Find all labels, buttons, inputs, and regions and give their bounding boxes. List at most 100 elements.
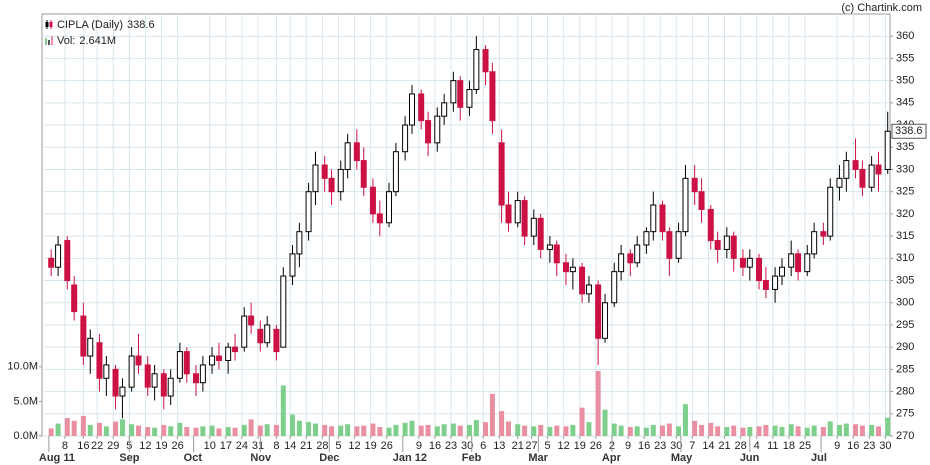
month-label: Apr xyxy=(602,452,622,464)
x-tick-label: 23 xyxy=(863,440,875,452)
candle-body xyxy=(232,346,239,353)
volume-bar xyxy=(200,426,206,436)
x-tick-label: 23 xyxy=(445,440,457,452)
volume-bar xyxy=(48,428,54,436)
month-label: Jan 12 xyxy=(393,452,427,464)
candle-body xyxy=(553,244,560,264)
candle-body xyxy=(344,142,351,170)
volume-tick-label: 5.0M xyxy=(14,395,38,407)
candle-body xyxy=(441,102,448,117)
volume-bar xyxy=(55,423,61,436)
x-tick-label: 25 xyxy=(799,440,811,452)
x-tick-label: 16 xyxy=(847,440,859,452)
candle-body xyxy=(634,244,641,264)
candle-body xyxy=(183,351,190,375)
candle-body xyxy=(852,160,859,170)
candle-body xyxy=(176,351,183,379)
volume-bar xyxy=(611,423,617,436)
candle-body xyxy=(87,337,94,357)
candle-body xyxy=(602,302,609,339)
volume-bar xyxy=(409,420,415,436)
x-tick-label: 22 xyxy=(91,440,103,452)
last-price-label: 338.6 xyxy=(895,125,923,137)
candle-body xyxy=(151,373,158,388)
month-label: May xyxy=(671,452,693,464)
volume-bar xyxy=(666,423,672,436)
legend-price: CIPLA (Daily) 338.6 xyxy=(57,19,155,31)
x-tick-label: 9 xyxy=(625,440,631,452)
volume-bar xyxy=(595,370,601,436)
legend-volume-value: 2.641M xyxy=(79,35,116,47)
candle-body xyxy=(778,266,785,277)
volume-bar xyxy=(779,427,785,436)
x-tick-label: 12 xyxy=(348,440,360,452)
month-label: Sep xyxy=(119,452,139,464)
x-tick-label: 9 xyxy=(416,440,422,452)
y-tick-label: 320 xyxy=(896,208,914,220)
legend-name: CIPLA (Daily) xyxy=(57,19,123,31)
candle-body xyxy=(675,231,682,259)
candle-body xyxy=(843,160,850,179)
candle-body xyxy=(530,217,537,237)
candle-body xyxy=(562,262,569,273)
volume-bar xyxy=(820,427,826,436)
x-tick-label: 31 xyxy=(252,440,264,452)
candle-body xyxy=(386,191,393,224)
volume-bar xyxy=(715,426,721,436)
volume-bar xyxy=(161,424,167,436)
volume-bar xyxy=(177,422,183,436)
candle-body xyxy=(804,253,811,273)
month-label: Oct xyxy=(184,452,203,464)
volume-bar xyxy=(538,424,544,436)
candle-body xyxy=(369,186,376,215)
candle-body xyxy=(473,49,480,91)
volume-bar xyxy=(289,414,295,436)
volume-bar xyxy=(393,424,399,436)
candle-body xyxy=(264,324,271,344)
x-tick-label: 30 xyxy=(879,440,891,452)
y-tick-label: 360 xyxy=(896,30,914,42)
x-tick-label: 21 xyxy=(512,440,524,452)
volume-bar xyxy=(570,424,576,436)
candle-body xyxy=(80,315,87,357)
candle-body xyxy=(868,164,875,188)
x-tick-label: 13 xyxy=(493,440,505,452)
volume-bar xyxy=(306,422,312,436)
volume-bar xyxy=(676,426,682,436)
grid xyxy=(42,14,890,437)
volume-bar xyxy=(724,427,730,436)
volume-bar xyxy=(113,421,119,436)
candle-body xyxy=(71,284,78,313)
volume-bar xyxy=(232,427,238,436)
y-tick-label: 295 xyxy=(896,319,914,331)
volume-bar xyxy=(827,421,833,436)
volume-bar xyxy=(216,428,222,436)
candle-body xyxy=(296,231,303,255)
candle-body xyxy=(514,200,521,224)
x-tick-label: 14 xyxy=(284,440,296,452)
candle-body xyxy=(682,177,689,233)
y-tick-label: 280 xyxy=(896,385,914,397)
volume-bar xyxy=(96,422,102,436)
volume-bar xyxy=(441,424,447,436)
volume-bar xyxy=(531,426,537,436)
x-tick-label: 21 xyxy=(718,440,730,452)
volume-bar xyxy=(747,427,753,436)
candle-body xyxy=(103,364,110,379)
volume-bar xyxy=(209,425,215,436)
y-tick-label: 315 xyxy=(896,230,914,242)
candle-body xyxy=(425,120,432,144)
candle-body xyxy=(482,49,489,73)
candle-body xyxy=(698,191,705,210)
candle-body xyxy=(618,253,625,273)
candle-body xyxy=(48,257,55,268)
volume-bar xyxy=(264,424,270,436)
volume-bar xyxy=(136,425,142,436)
volume-bar xyxy=(763,424,769,436)
candle-body xyxy=(643,231,650,246)
x-tick-label: 24 xyxy=(236,440,248,452)
volume-bar xyxy=(627,427,633,436)
candle-body xyxy=(730,235,737,259)
volume-bar xyxy=(168,426,174,436)
candle-body xyxy=(546,244,553,250)
